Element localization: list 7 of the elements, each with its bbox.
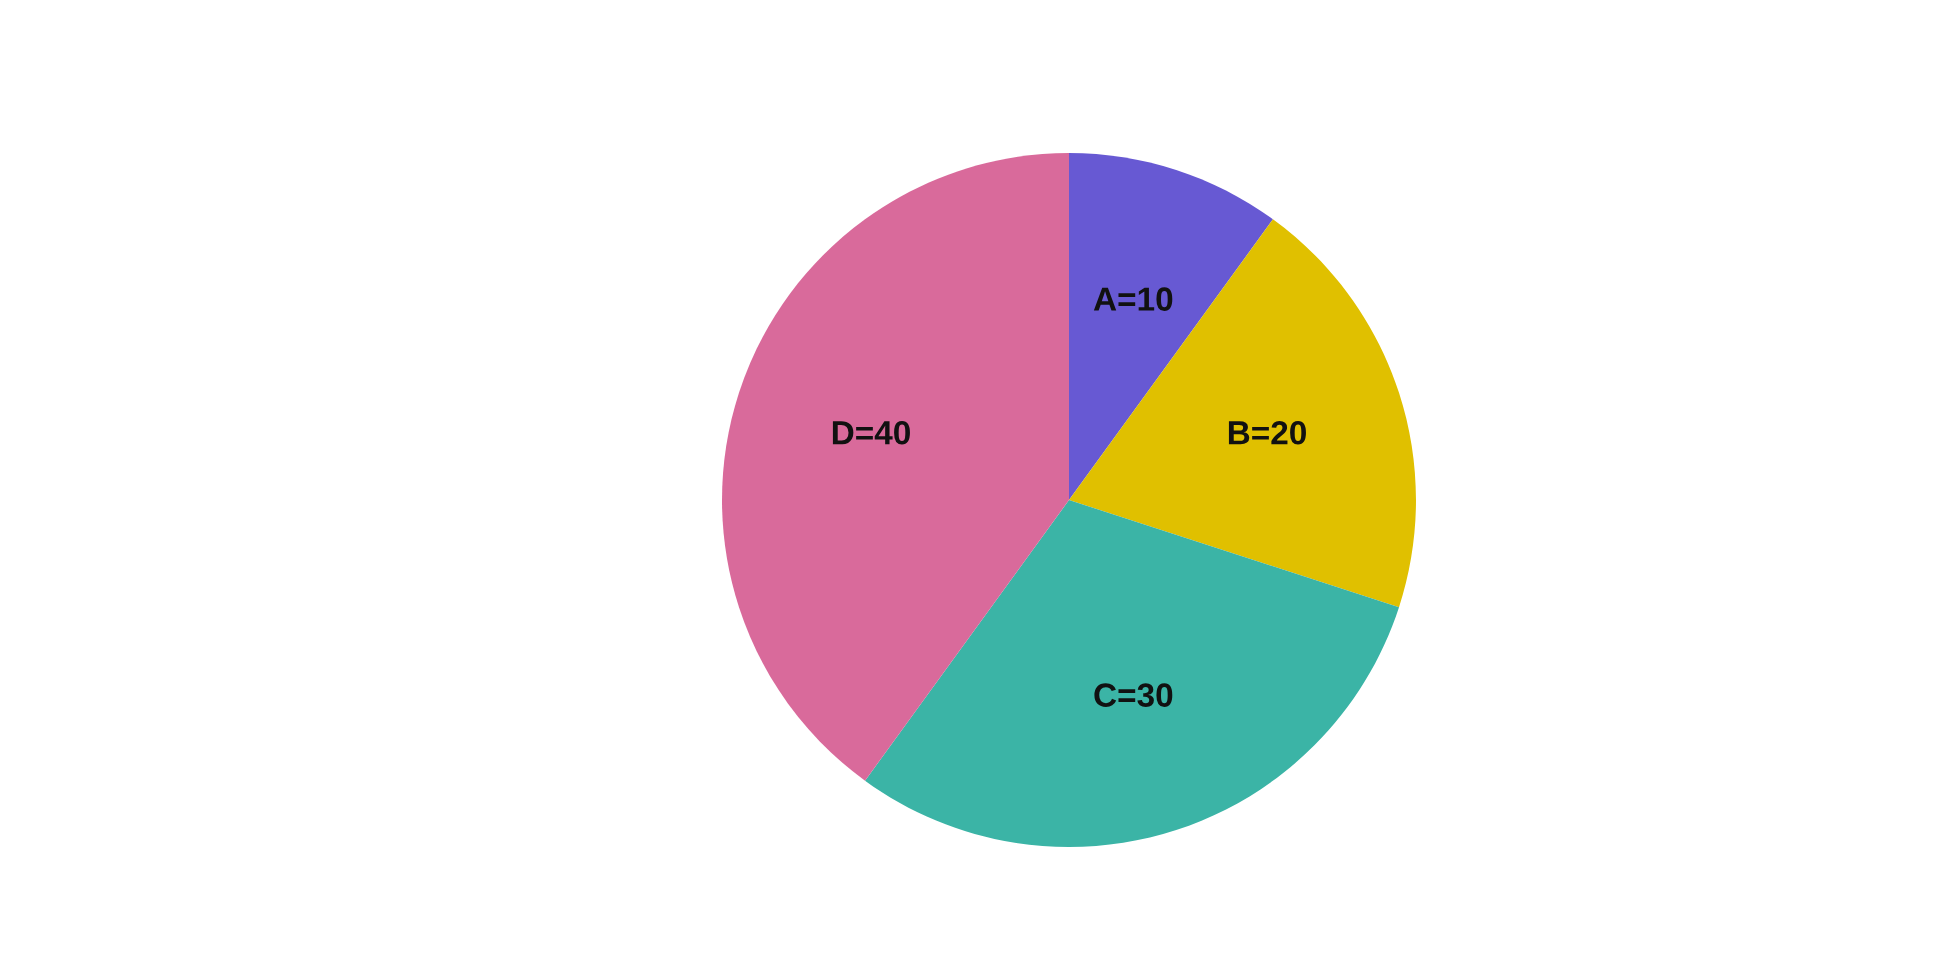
slice-label: B=20	[1228, 421, 1306, 445]
slice-label: A=10	[1093, 287, 1173, 311]
pie-slice	[722, 153, 1069, 781]
pie-slice	[1069, 219, 1416, 608]
slice-label: C=30	[1094, 683, 1173, 707]
slice-label: D=40	[832, 421, 910, 445]
pie-slice	[865, 500, 1400, 847]
